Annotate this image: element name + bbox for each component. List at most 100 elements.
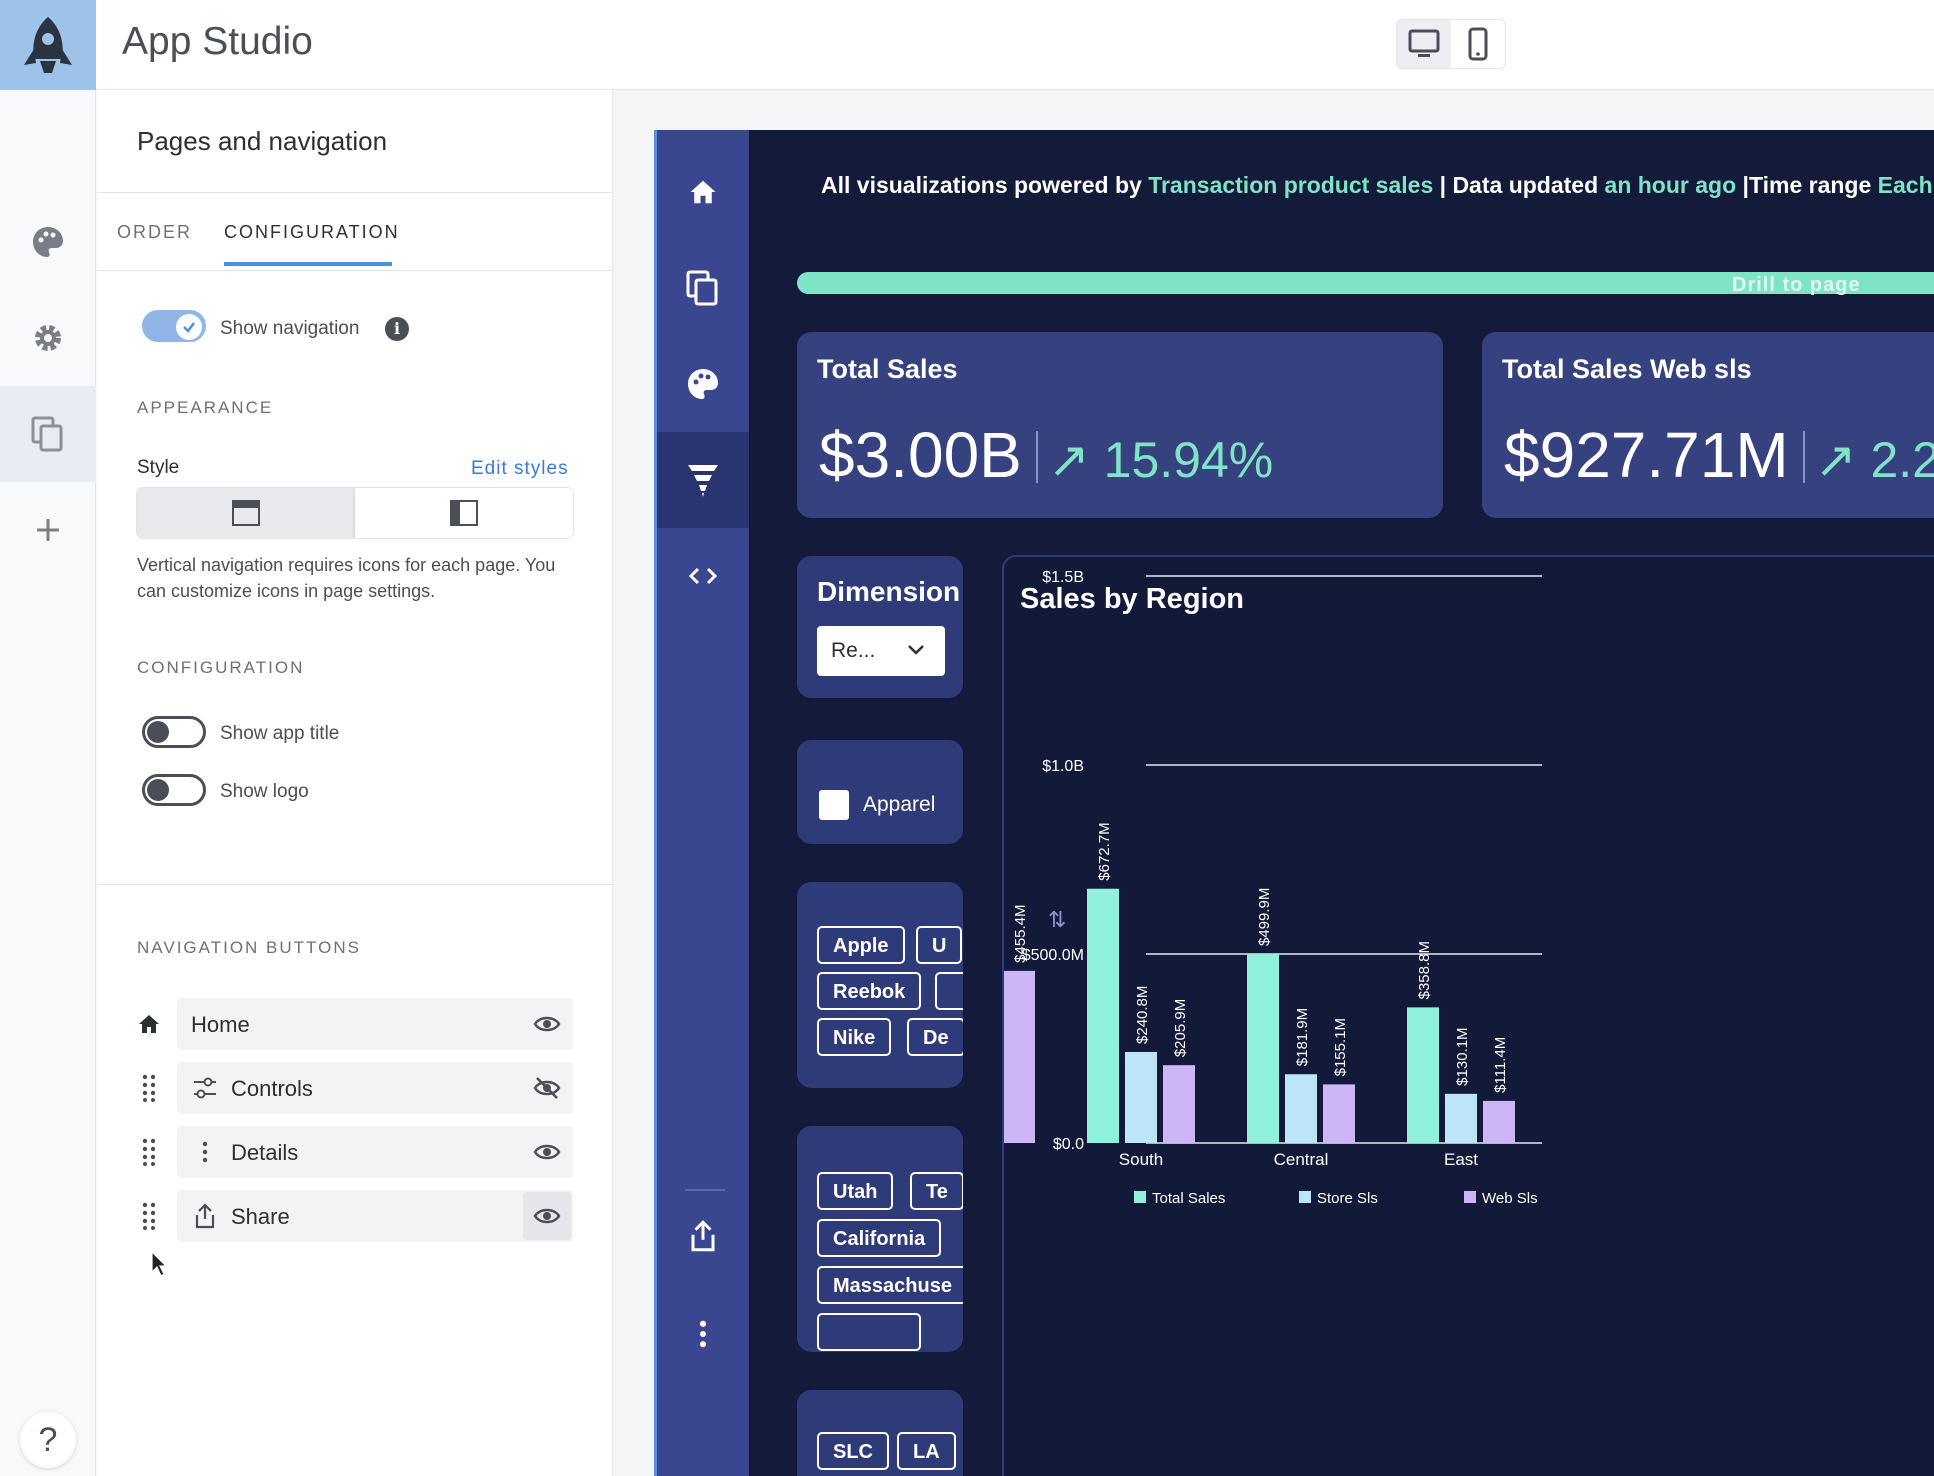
- home-icon: [690, 180, 716, 204]
- panel-title: Pages and navigation: [137, 126, 388, 156]
- legend-swatch: [1299, 1191, 1311, 1203]
- show-app-title-toggle[interactable]: [142, 716, 206, 748]
- eye-icon[interactable]: [523, 1192, 571, 1240]
- eye-icon[interactable]: [533, 1010, 561, 1038]
- tab-order[interactable]: ORDER: [117, 222, 193, 242]
- rocket-icon: [24, 17, 72, 73]
- palette-icon: [688, 369, 718, 399]
- nav-buttons-heading: NAVIGATION BUTTONS: [137, 938, 361, 957]
- brand-chip[interactable]: Reebok: [817, 972, 922, 1010]
- city-chip[interactable]: SLC: [817, 1432, 889, 1470]
- preview-nav-theme[interactable]: [657, 336, 749, 432]
- divider: [97, 270, 613, 271]
- preview-nav-more[interactable]: [657, 1286, 749, 1382]
- brand-chip[interactable]: Nike: [817, 1018, 892, 1056]
- data-info-line: All visualizations powered by Transactio…: [821, 172, 1933, 199]
- y-tick-label: $500.0M: [1022, 947, 1084, 964]
- drill-to-page-bar[interactable]: Drill to page: [797, 272, 1934, 296]
- show-navigation-toggle[interactable]: [142, 310, 206, 342]
- preview-nav-embed[interactable]: [657, 528, 749, 624]
- app-preview: All visualizations powered by Transactio…: [654, 130, 1934, 1476]
- drag-handle-icon[interactable]: [137, 1202, 161, 1230]
- data-label: $358.8M: [1416, 941, 1433, 999]
- bar: [1323, 1084, 1355, 1143]
- rail-item-pages[interactable]: [0, 386, 96, 482]
- nav-button-label: Home: [191, 1012, 250, 1037]
- desktop-view-button[interactable]: [1397, 20, 1451, 68]
- style-help-text: Vertical navigation requires icons for e…: [137, 555, 556, 601]
- dimension-dropdown[interactable]: Re...: [817, 626, 945, 676]
- city-chip[interactable]: LA: [897, 1432, 956, 1470]
- configuration-heading: CONFIGURATION: [137, 658, 305, 677]
- state-chip[interactable]: California: [817, 1219, 942, 1257]
- bar: [1004, 970, 1035, 1143]
- preview-nav-sales[interactable]: [657, 432, 749, 528]
- data-label: $672.7M: [1096, 822, 1113, 880]
- bar: [1407, 1007, 1439, 1143]
- tab-configuration[interactable]: CONFIGURATION: [224, 222, 400, 242]
- device-toggle: [1396, 19, 1506, 69]
- phone-icon: [1468, 27, 1488, 61]
- data-label: $155.1M: [1332, 1018, 1349, 1076]
- kpi-value: $927.71M: [1504, 419, 1789, 491]
- kpi-card-web-sales[interactable]: Total Sales Web sls $927.71M ↗ 2.2: [1482, 332, 1934, 518]
- x-tick-label: South: [1119, 1150, 1163, 1169]
- nav-button-row-controls[interactable]: Controls: [137, 1062, 573, 1114]
- kpi-card-total-sales[interactable]: Total Sales $3.00B ↗ 15.94%: [797, 332, 1443, 518]
- kebab-icon: [191, 1138, 219, 1166]
- code-icon: [688, 567, 718, 585]
- drag-handle-icon[interactable]: [137, 1138, 161, 1166]
- share-icon: [191, 1202, 219, 1230]
- data-label: $455.4M: [1012, 904, 1029, 962]
- show-navigation-label: Show navigation: [220, 318, 360, 339]
- show-logo-toggle[interactable]: [142, 774, 206, 806]
- kpi-value-row: $3.00B ↗ 15.94%: [819, 418, 1273, 492]
- nav-button-row-share[interactable]: Share: [137, 1190, 573, 1242]
- app-logo[interactable]: [0, 0, 96, 90]
- brand-chip[interactable]: [935, 972, 963, 1010]
- brand-chip[interactable]: De: [907, 1018, 963, 1056]
- divider: [97, 192, 613, 193]
- nav-button-row-details[interactable]: Details: [137, 1126, 573, 1178]
- kebab-icon: [699, 1320, 707, 1348]
- dimension-card: Dimension Re...: [797, 556, 963, 698]
- sliders-icon: [191, 1074, 219, 1102]
- nav-button-row-home[interactable]: Home: [137, 998, 573, 1050]
- home-pin-icon: [137, 1010, 161, 1038]
- state-chip[interactable]: Utah: [817, 1172, 894, 1210]
- pages-icon: [686, 270, 718, 306]
- chart-title: Sales by Region: [1020, 583, 1245, 615]
- kpi-change: 15.94%: [1103, 432, 1274, 488]
- data-source-link[interactable]: Transaction product sales: [1148, 172, 1434, 198]
- rail-item-theme[interactable]: [0, 194, 96, 290]
- style-option-horizontal[interactable]: [137, 488, 355, 538]
- eye-off-icon[interactable]: [533, 1074, 561, 1102]
- rail-item-add[interactable]: [0, 482, 96, 578]
- apparel-checkbox[interactable]: [819, 790, 849, 820]
- preview-nav-home[interactable]: [657, 144, 749, 240]
- info-icon[interactable]: i: [385, 317, 409, 341]
- edit-styles-link[interactable]: Edit styles: [471, 458, 569, 479]
- palette-icon: [33, 227, 63, 257]
- divider: [97, 884, 613, 885]
- help-button[interactable]: ?: [20, 1412, 76, 1468]
- pages-icon: [31, 416, 63, 452]
- state-chip[interactable]: Massachuse: [817, 1266, 963, 1304]
- preview-nav-pages[interactable]: [657, 240, 749, 336]
- brand-chip[interactable]: Apple: [817, 926, 905, 964]
- state-chip[interactable]: [817, 1313, 921, 1351]
- eye-icon[interactable]: [533, 1138, 561, 1166]
- nav-button-label: Controls: [231, 1076, 313, 1101]
- kpi-value-row: $927.71M ↗ 2.2: [1504, 418, 1934, 492]
- state-chip[interactable]: Te: [910, 1172, 963, 1210]
- style-option-vertical[interactable]: [355, 488, 573, 538]
- rail-item-settings[interactable]: [0, 290, 96, 386]
- legend-label: Web Sls: [1482, 1190, 1538, 1207]
- brand-chip[interactable]: U: [916, 926, 963, 964]
- preview-nav-share[interactable]: [657, 1188, 749, 1284]
- drag-handle-icon[interactable]: [137, 1074, 161, 1102]
- funnel-icon: [688, 465, 718, 497]
- time-range[interactable]: Each: [1877, 172, 1933, 198]
- kpi-title: Total Sales: [817, 354, 958, 384]
- mobile-view-button[interactable]: [1451, 20, 1505, 68]
